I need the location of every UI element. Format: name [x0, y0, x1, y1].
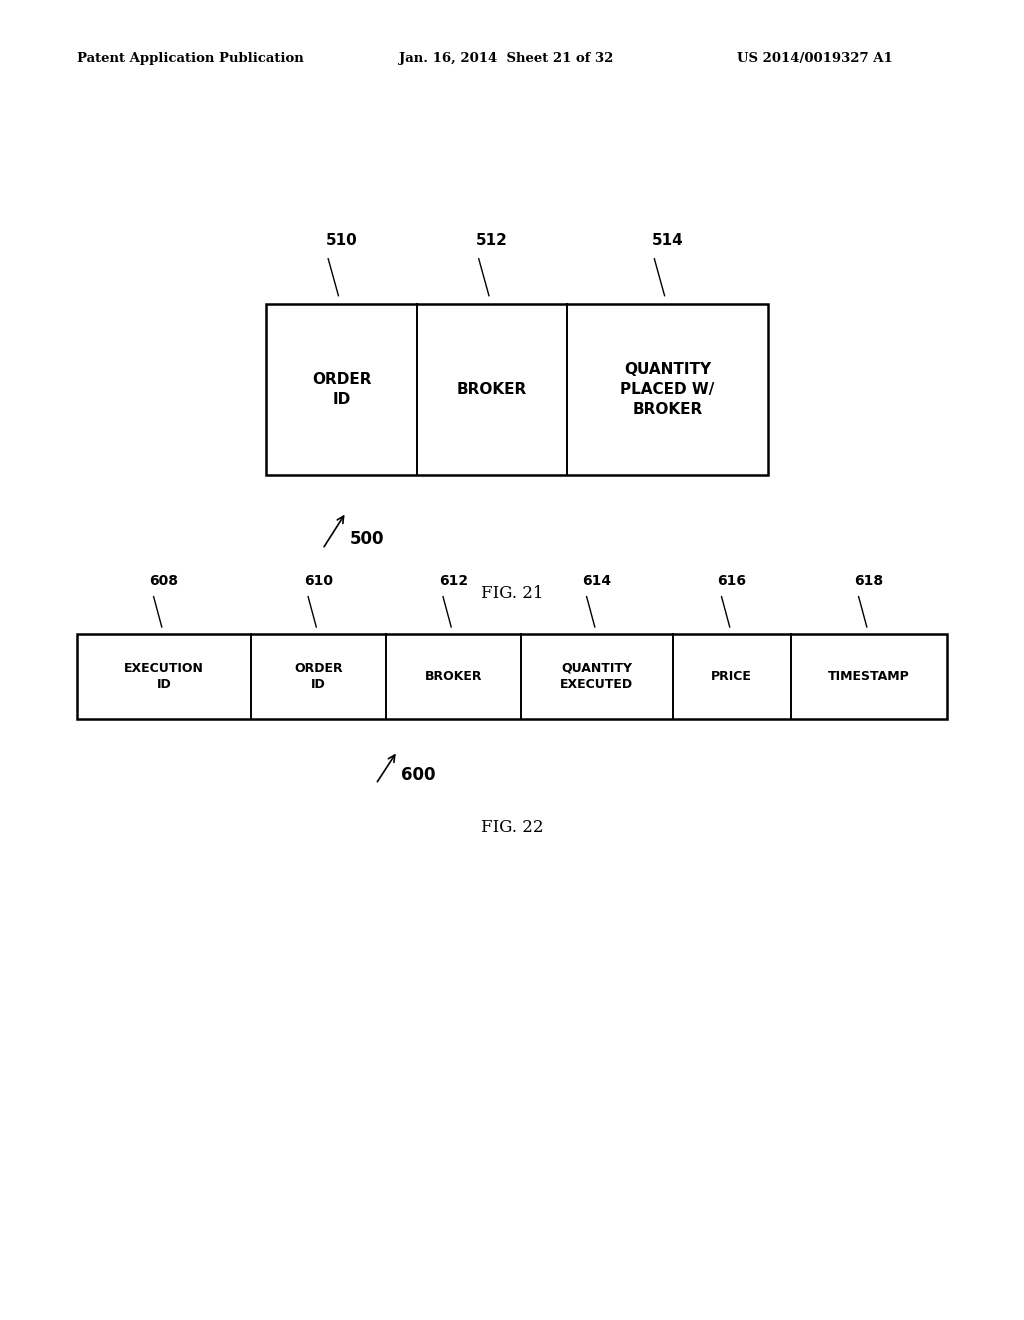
Text: FIG. 22: FIG. 22: [480, 820, 544, 836]
Text: 610: 610: [304, 574, 333, 587]
Text: 614: 614: [583, 574, 611, 587]
Text: ORDER
ID: ORDER ID: [294, 663, 343, 690]
Text: 616: 616: [717, 574, 746, 587]
Text: 608: 608: [150, 574, 178, 587]
Text: US 2014/0019327 A1: US 2014/0019327 A1: [737, 51, 893, 65]
Text: BROKER: BROKER: [457, 381, 527, 397]
Text: QUANTITY
EXECUTED: QUANTITY EXECUTED: [560, 663, 634, 690]
Text: Jan. 16, 2014  Sheet 21 of 32: Jan. 16, 2014 Sheet 21 of 32: [399, 51, 613, 65]
Text: ORDER
ID: ORDER ID: [311, 372, 372, 407]
Text: TIMESTAMP: TIMESTAMP: [828, 671, 909, 682]
Bar: [266, 304, 768, 475]
Text: 612: 612: [438, 574, 468, 587]
Text: QUANTITY
PLACED W/
BROKER: QUANTITY PLACED W/ BROKER: [621, 362, 715, 417]
Text: 618: 618: [854, 574, 884, 587]
Text: PRICE: PRICE: [712, 671, 753, 682]
Text: Patent Application Publication: Patent Application Publication: [77, 51, 303, 65]
Text: 500: 500: [350, 529, 385, 548]
Text: 600: 600: [401, 766, 436, 784]
Text: 510: 510: [326, 232, 357, 248]
Text: BROKER: BROKER: [425, 671, 482, 682]
Text: FIG. 21: FIG. 21: [480, 586, 544, 602]
Text: 512: 512: [476, 232, 508, 248]
Text: EXECUTION
ID: EXECUTION ID: [124, 663, 204, 690]
Bar: [77, 634, 947, 719]
Text: 514: 514: [651, 232, 684, 248]
